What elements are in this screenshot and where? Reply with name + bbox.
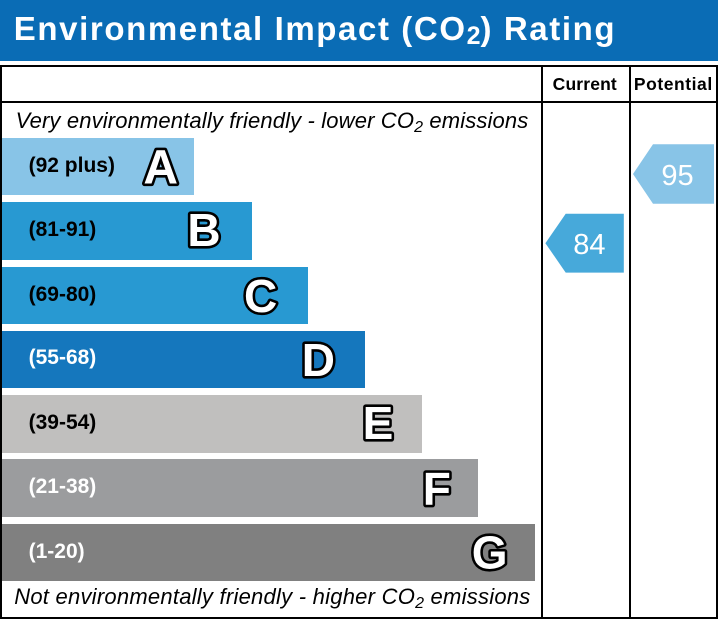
svg-text:F: F	[423, 462, 451, 514]
svg-text:95: 95	[661, 160, 693, 192]
svg-text:G: G	[472, 527, 508, 579]
svg-text:C: C	[244, 270, 277, 322]
svg-text:E: E	[363, 397, 394, 449]
svg-text:A: A	[143, 141, 178, 194]
svg-text:B: B	[187, 204, 220, 256]
svg-text:D: D	[302, 334, 335, 386]
svg-text:84: 84	[573, 229, 605, 261]
